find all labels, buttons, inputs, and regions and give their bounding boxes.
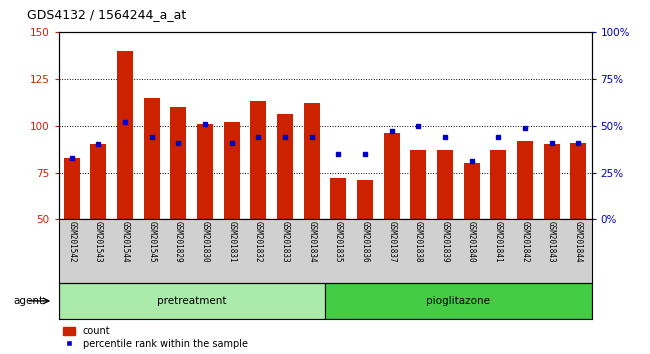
Text: GSM201829: GSM201829 xyxy=(174,221,183,263)
Text: GSM201542: GSM201542 xyxy=(68,221,76,263)
Text: GSM201832: GSM201832 xyxy=(254,221,263,263)
Bar xyxy=(224,122,240,219)
Text: GSM201836: GSM201836 xyxy=(361,221,369,263)
Bar xyxy=(64,158,80,219)
Bar xyxy=(570,143,586,219)
Bar xyxy=(117,51,133,219)
Bar xyxy=(384,133,400,219)
Text: GSM201838: GSM201838 xyxy=(414,221,422,263)
Text: GSM201839: GSM201839 xyxy=(441,221,449,263)
Bar xyxy=(357,180,373,219)
Bar xyxy=(543,144,560,219)
Text: GSM201830: GSM201830 xyxy=(201,221,209,263)
Bar xyxy=(325,283,592,319)
Bar xyxy=(170,107,187,219)
Bar xyxy=(490,150,506,219)
Text: GSM201834: GSM201834 xyxy=(307,221,316,263)
Text: GSM201833: GSM201833 xyxy=(281,221,289,263)
Bar xyxy=(90,144,107,219)
Text: GSM201545: GSM201545 xyxy=(148,221,156,263)
Text: GSM201544: GSM201544 xyxy=(121,221,129,263)
Bar xyxy=(58,283,325,319)
Bar xyxy=(410,150,426,219)
Bar xyxy=(517,141,533,219)
Bar xyxy=(197,124,213,219)
Bar xyxy=(437,150,453,219)
Text: GSM201844: GSM201844 xyxy=(574,221,582,263)
Bar xyxy=(277,114,293,219)
Bar xyxy=(250,101,266,219)
Text: GSM201840: GSM201840 xyxy=(467,221,476,263)
Bar xyxy=(304,103,320,219)
Bar xyxy=(330,178,346,219)
Text: GSM201835: GSM201835 xyxy=(334,221,343,263)
Bar xyxy=(144,97,160,219)
Text: GSM201843: GSM201843 xyxy=(547,221,556,263)
Legend: count, percentile rank within the sample: count, percentile rank within the sample xyxy=(63,326,248,349)
Bar xyxy=(463,163,480,219)
Text: GSM201543: GSM201543 xyxy=(94,221,103,263)
Text: GSM201837: GSM201837 xyxy=(387,221,396,263)
Text: GDS4132 / 1564244_a_at: GDS4132 / 1564244_a_at xyxy=(27,7,186,21)
Text: GSM201841: GSM201841 xyxy=(494,221,502,263)
Text: GSM201831: GSM201831 xyxy=(227,221,236,263)
Text: agent: agent xyxy=(13,296,43,306)
Text: GSM201842: GSM201842 xyxy=(521,221,529,263)
Text: pretreatment: pretreatment xyxy=(157,296,226,306)
Text: pioglitazone: pioglitazone xyxy=(426,296,490,306)
